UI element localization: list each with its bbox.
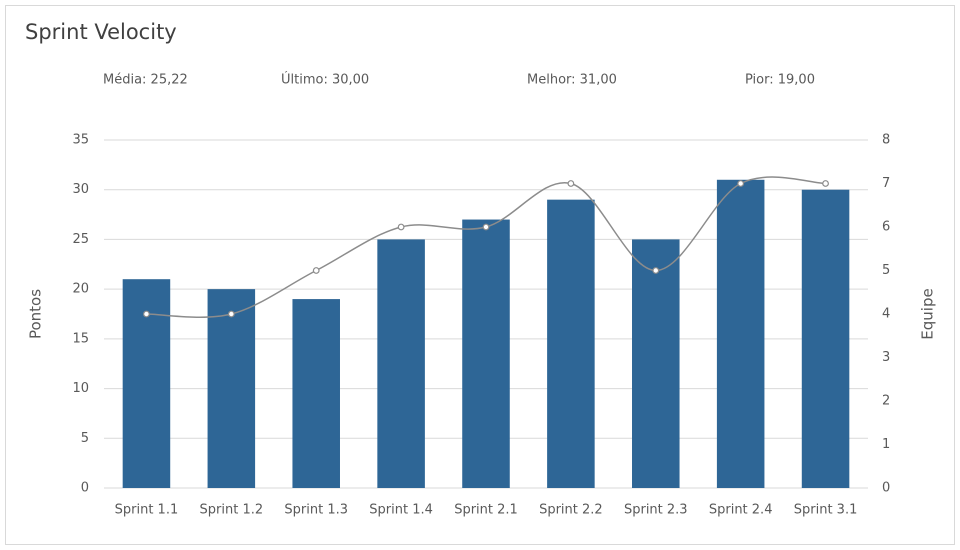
y2-tick-label: 7 bbox=[882, 176, 890, 191]
y-tick-label: 25 bbox=[72, 232, 89, 247]
y2-tick-label: 0 bbox=[882, 481, 890, 496]
stat: Último: 30,00 bbox=[281, 72, 369, 88]
stat: Melhor: 31,00 bbox=[527, 73, 617, 88]
line-marker bbox=[482, 223, 490, 231]
y2-tick-label: 3 bbox=[882, 350, 890, 365]
y2-tick-label: 5 bbox=[882, 263, 890, 278]
bar bbox=[292, 299, 340, 488]
bar bbox=[122, 279, 171, 488]
bar bbox=[462, 219, 510, 489]
bar bbox=[632, 239, 680, 488]
y-tick-label: 10 bbox=[72, 381, 89, 396]
bar bbox=[801, 189, 850, 488]
y2-tick-label: 4 bbox=[882, 307, 890, 322]
y2-axis-title: Equipe bbox=[919, 288, 937, 339]
y-tick-label: 0 bbox=[81, 481, 89, 496]
y-tick-label: 5 bbox=[81, 431, 89, 446]
stat: Pior: 19,00 bbox=[745, 73, 815, 88]
x-tick-label: Sprint 1.1 bbox=[115, 503, 179, 518]
y-tick-label: 35 bbox=[72, 133, 89, 148]
y2-tick-label: 8 bbox=[882, 133, 890, 148]
bar bbox=[207, 289, 256, 488]
line-marker bbox=[397, 223, 405, 231]
chart-title: Sprint Velocity bbox=[25, 20, 177, 44]
bar bbox=[547, 199, 595, 488]
line-marker bbox=[737, 180, 745, 187]
line-marker bbox=[227, 310, 235, 318]
x-tick-label: Sprint 2.1 bbox=[454, 503, 518, 518]
x-tick-label: Sprint 1.3 bbox=[284, 503, 348, 518]
y-tick-label: 20 bbox=[72, 282, 89, 297]
stat: Média: 25,22 bbox=[103, 73, 188, 88]
bar bbox=[377, 239, 425, 488]
line-marker bbox=[312, 267, 320, 274]
x-tick-label: Sprint 2.2 bbox=[539, 503, 603, 518]
line-marker bbox=[652, 267, 660, 274]
line bbox=[146, 176, 826, 318]
line-marker bbox=[822, 180, 829, 187]
x-tick-label: Sprint 1.2 bbox=[200, 503, 264, 518]
line-marker bbox=[143, 310, 150, 318]
y2-tick-label: 2 bbox=[882, 394, 890, 409]
x-tick-label: Sprint 2.3 bbox=[624, 503, 688, 518]
y2-tick-label: 1 bbox=[882, 437, 890, 452]
y-axis-title: Pontos bbox=[27, 289, 45, 339]
y2-tick-label: 6 bbox=[882, 220, 890, 235]
y-tick-label: 15 bbox=[72, 331, 89, 346]
x-tick-label: Sprint 3.1 bbox=[794, 503, 858, 518]
y-tick-label: 30 bbox=[72, 182, 89, 197]
line-marker bbox=[567, 180, 575, 187]
x-tick-label: Sprint 1.4 bbox=[369, 503, 433, 518]
x-tick-label: Sprint 2.4 bbox=[709, 503, 773, 518]
bar bbox=[716, 179, 765, 488]
